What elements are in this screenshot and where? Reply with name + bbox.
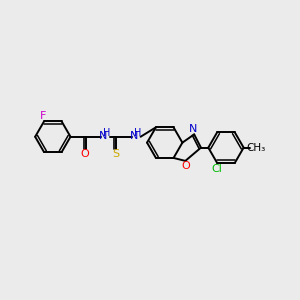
Text: H: H [103,128,111,138]
Text: H: H [134,128,141,138]
Text: F: F [40,111,46,122]
Text: N: N [189,124,197,134]
Text: Cl: Cl [211,164,222,174]
Text: N: N [130,131,138,142]
Text: O: O [182,161,190,171]
Text: O: O [81,149,90,159]
Text: N: N [99,131,108,142]
Text: CH₃: CH₃ [246,142,266,153]
Text: S: S [112,149,119,159]
